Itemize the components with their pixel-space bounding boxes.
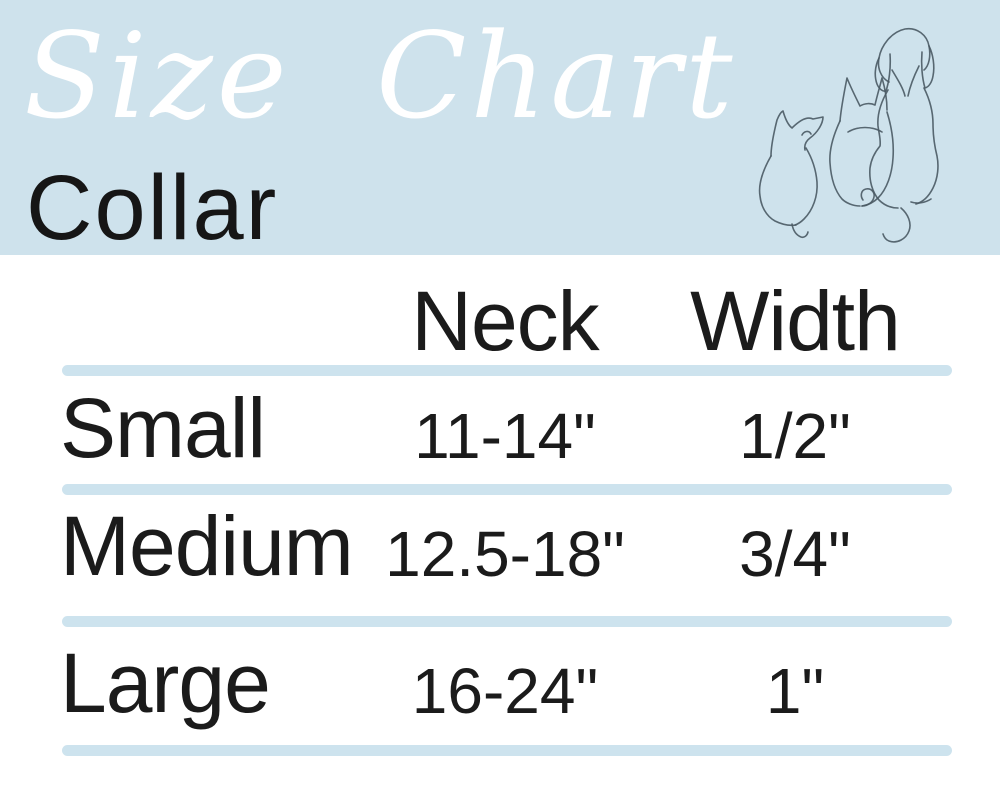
table-row-small: Small 11-14" 1/2" bbox=[60, 386, 940, 470]
large-dog-outline-icon bbox=[869, 27, 939, 243]
width-value: 1" bbox=[765, 655, 825, 727]
neck-value: 16-24" bbox=[411, 655, 599, 727]
size-label: Medium bbox=[60, 499, 354, 593]
script-title: Size Chart bbox=[24, 7, 737, 145]
divider-line bbox=[62, 365, 952, 376]
cat-outline-icon bbox=[829, 77, 895, 207]
header-neck: Neck bbox=[411, 274, 599, 368]
product-title: Collar bbox=[26, 157, 279, 259]
divider-line bbox=[62, 484, 952, 495]
neck-value: 12.5-18" bbox=[385, 518, 625, 590]
pets-line-art-icon bbox=[758, 27, 939, 243]
size-label: Large bbox=[60, 636, 271, 730]
table-row-large: Large 16-24" 1" bbox=[60, 641, 940, 725]
divider-line bbox=[62, 616, 952, 627]
table-header-row: Neck Width bbox=[60, 279, 940, 363]
banner: Size Chart Collar bbox=[0, 0, 1000, 255]
width-value: 1/2" bbox=[739, 400, 851, 472]
size-label: Small bbox=[60, 381, 266, 475]
table-row-medium: Medium 12.5-18" 3/4" bbox=[60, 504, 940, 588]
header-width: Width bbox=[690, 274, 901, 368]
neck-value: 11-14" bbox=[414, 400, 596, 472]
divider-line bbox=[62, 745, 952, 756]
width-value: 3/4" bbox=[739, 518, 851, 590]
small-dog-outline-icon bbox=[758, 110, 824, 239]
